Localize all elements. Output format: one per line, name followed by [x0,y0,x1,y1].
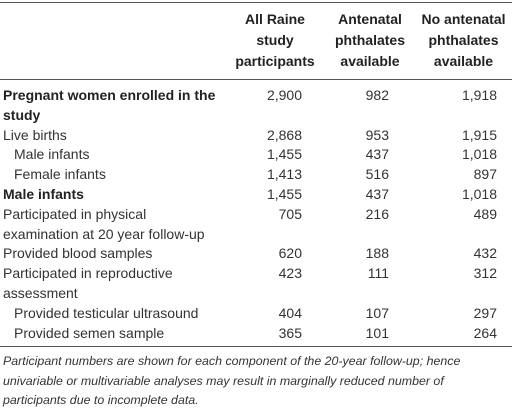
row: Provided semen sample 365 101 264 [0,324,512,347]
data-table: All Raine study participants Antenatal p… [0,2,512,347]
cell: 312 [473,265,497,282]
row-label: Male infants [3,185,84,202]
row-label: Provided testicular ultrasound [14,304,199,321]
row-label: Female infants [14,166,106,183]
cell: 705 [278,205,302,222]
row: Provided blood samples 620 188 432 [0,244,512,264]
table-header: All Raine study participants Antenatal p… [0,2,512,80]
cell: 432 [473,245,497,262]
header-cell: No antenatal phthalates available [421,11,506,69]
row: Participated in reproductive assessment 4… [0,264,512,304]
footnote: Participant numbers are shown for each c… [3,354,461,408]
cell: 107 [365,304,389,321]
cell: 1,455 [266,146,302,163]
row: Provided testicular ultrasound 404 107 297 [0,304,512,324]
cell: 1,018 [461,146,497,163]
cell: 111 [367,265,389,282]
cell: 188 [365,245,389,262]
cell: 1,918 [461,87,497,103]
cell: 1,413 [266,166,302,183]
header-row: All Raine study participants Antenatal p… [0,2,512,80]
row: Participated in physical examination at … [0,205,512,245]
header-cell [0,3,225,80]
row-label: Participated in physical examination at … [3,205,205,242]
cell: 297 [473,304,497,321]
cell: 897 [473,166,497,183]
header-cell: All Raine study participants [235,11,315,69]
cell: 1,018 [461,185,497,202]
row-label: Provided blood samples [3,245,153,262]
row: Male infants 1,455 437 1,018 [0,145,512,165]
cell: 437 [365,146,389,163]
cell: 489 [473,205,497,222]
cell: 264 [473,324,497,341]
cell: 365 [278,324,302,341]
row: Live births 2,868 953 1,915 [0,126,512,146]
header-cell: Antenatal phthalates available [334,11,405,69]
cell: 2,868 [266,126,302,143]
cell: 620 [278,245,302,262]
cell: 516 [365,166,389,183]
row-label: Participated in reproductive assessment [3,265,173,301]
cell: 404 [278,304,302,321]
cell: 982 [365,87,389,103]
row: Female infants 1,413 516 897 [0,165,512,185]
cell: 101 [365,324,389,341]
row: Pregnant women enrolled in the study 2,90… [0,80,512,126]
cell: 423 [278,265,302,282]
cell: 1,455 [266,185,302,202]
table-body: Pregnant women enrolled in the study 2,90… [0,80,512,347]
row-label: Live births [3,126,67,143]
row-label: Provided semen sample [14,324,165,341]
cell: 1,915 [461,126,497,143]
cell: 437 [365,185,389,202]
cell: 2,900 [266,87,302,103]
cell: 216 [365,205,389,222]
row-label: Pregnant women enrolled in the study [3,87,216,123]
cell: 953 [365,126,389,143]
row-label: Male infants [14,146,90,163]
row: Male infants 1,455 437 1,018 [0,185,512,205]
